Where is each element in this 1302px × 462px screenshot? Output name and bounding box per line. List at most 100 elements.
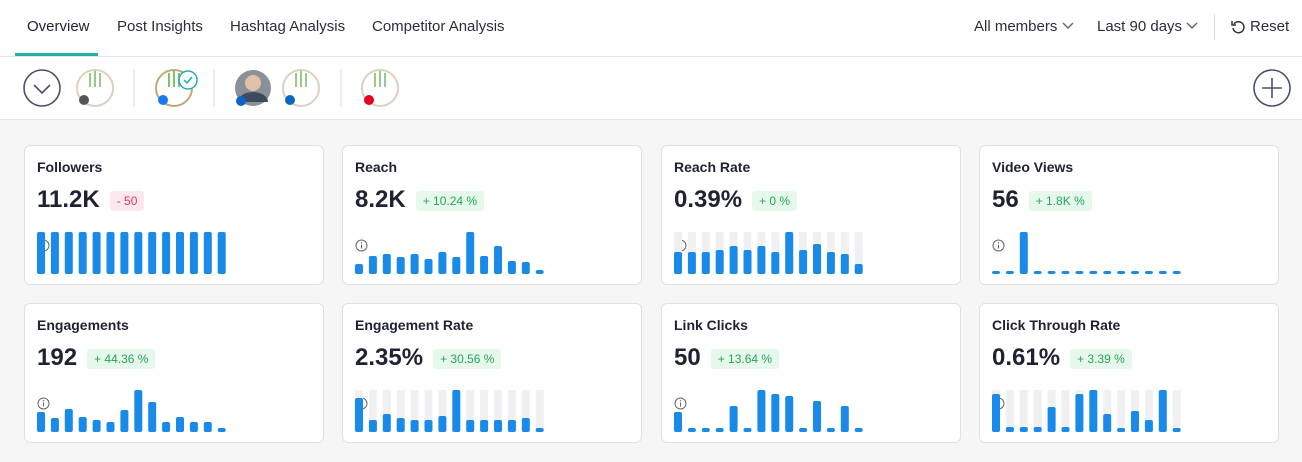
bar [64,409,73,432]
bar [92,420,101,432]
metric-card: Engagements 192 + 44.36 % [24,303,324,443]
account-avatar[interactable] [76,69,114,107]
bar [480,420,489,432]
bar [1033,271,1042,274]
bar [1005,271,1014,274]
card-value: 11.2K [37,186,100,213]
bar-track [1019,390,1028,432]
bar [134,232,143,274]
bar [826,252,835,274]
account-avatar[interactable] [155,69,198,107]
bar [162,422,171,432]
sparkline [674,390,863,432]
card-value: 0.39% [674,186,743,213]
bar-track [1144,390,1153,432]
bar [452,390,461,432]
bar [203,422,212,432]
bar [799,428,808,432]
metric-card: Link Clicks 50 + 13.64 % [661,303,961,443]
card-title-text: Followers [37,159,103,175]
bar [1019,427,1028,432]
bar [368,420,377,432]
bar-track [480,390,489,432]
bar [826,428,835,432]
tab[interactable]: Overview [27,18,90,35]
bar-track [1061,390,1070,432]
bar [148,232,157,274]
card-title: Video Views [992,159,1073,252]
tab[interactable]: Hashtag Analysis [230,18,346,35]
change-badge: + 30.56 % [433,349,502,369]
bar [799,250,808,274]
bar [729,406,738,432]
bar [217,232,226,274]
bar-track [840,232,849,274]
bar [64,232,73,274]
card-title-text: Engagement Rate [355,317,474,333]
card-title-text: Click Through Rate [992,317,1121,333]
bar [1131,411,1139,432]
bar [203,232,212,274]
account-bar [0,57,1302,120]
card-title: Engagement Rate [355,317,474,410]
bar [1172,428,1181,432]
bar [1075,394,1084,432]
bar [466,420,475,432]
account-avatar[interactable] [235,70,271,106]
bar [507,261,516,274]
bar [106,422,115,432]
sparkline [674,232,863,274]
collapse-button[interactable] [23,69,61,107]
tab[interactable]: Competitor Analysis [372,18,505,35]
bar [78,417,87,432]
bar-track [1033,390,1042,432]
bar [771,252,780,274]
card-value: 2.35% [355,344,424,371]
reset-button[interactable]: Reset [1250,18,1290,35]
bar [1075,271,1084,274]
bar-track [424,390,433,432]
bar [701,428,710,432]
bar [674,252,682,274]
change-badge: + 1.8K % [1028,191,1092,211]
change-badge: + 10.24 % [415,191,485,211]
bar-track [1005,390,1014,432]
bar [37,412,45,432]
card-title-text: Link Clicks [674,317,748,333]
bar [813,244,821,274]
bar [1103,414,1112,432]
card-title: Followers [37,159,103,252]
change-badge: + 13.64 % [710,349,780,369]
metric-card: Click Through Rate 0.61% + 3.39 % [979,303,1279,443]
bar [50,232,59,274]
bar [1033,427,1042,432]
bar [424,420,433,432]
bar [37,232,45,274]
sparkline [37,390,226,432]
sparkline [37,232,226,274]
bar-track [521,390,530,432]
bar [674,412,682,432]
card-title: Click Through Rate [992,317,1121,410]
bar [494,246,502,274]
sparkline [992,390,1181,432]
members-filter[interactable]: All members [974,18,1058,35]
bar [715,250,724,274]
date-filter[interactable]: Last 90 days [1097,18,1183,35]
bar [368,256,377,274]
bar [1117,271,1126,274]
bar-track [854,232,863,274]
account-avatar[interactable] [282,69,320,107]
bar [494,420,502,432]
bar [840,406,849,432]
add-account-button[interactable] [1253,69,1291,107]
card-title: Reach [355,159,397,252]
bar-track [494,390,502,432]
bar [535,270,544,274]
tab[interactable]: Post Insights [117,18,203,35]
account-avatar[interactable] [361,69,399,107]
card-title-text: Reach Rate [674,159,751,175]
metric-card: Followers 11.2K - 50 [24,145,324,285]
bar [382,254,391,274]
